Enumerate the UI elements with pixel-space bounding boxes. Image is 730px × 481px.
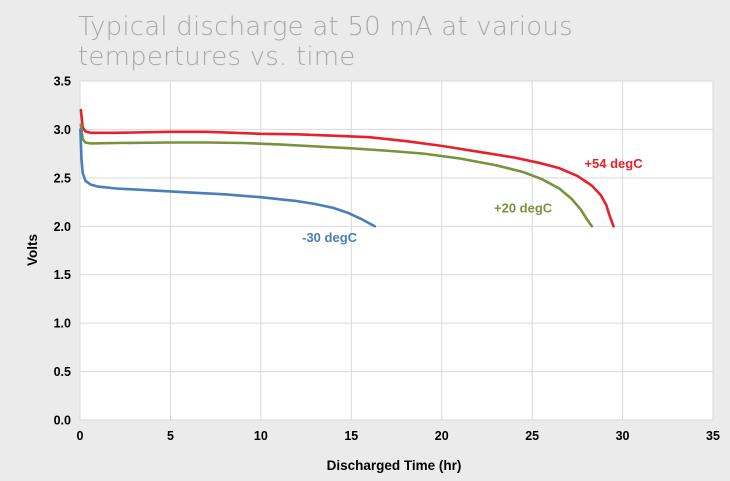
series-line-20-degc — [79, 123, 594, 228]
y-axis-title: Volts — [25, 234, 40, 266]
y-tick-label: 2.0 — [54, 220, 71, 234]
y-tick-labels: 0.0 0.5 1.0 1.5 2.0 2.5 3.0 3.5 — [54, 75, 71, 428]
x-tick-label: 20 — [435, 429, 449, 443]
x-tick-label: 10 — [254, 429, 268, 443]
x-tick-labels: 0 5 10 15 20 25 30 35 — [77, 429, 720, 443]
series-line-54-degc — [79, 108, 615, 228]
y-tick-label: 1.0 — [54, 317, 71, 331]
x-tick-label: 35 — [706, 429, 720, 443]
series-label-54-degc: +54 degC — [584, 156, 643, 171]
y-tick-label: 1.5 — [54, 268, 71, 282]
x-tick-label: 5 — [167, 429, 174, 443]
series-label-30-degc: -30 degC — [302, 230, 358, 245]
series-label-20-degc: +20 degC — [494, 201, 553, 216]
x-tick-label: 30 — [616, 429, 630, 443]
chart-title: Typical discharge at 50 mA at various te… — [78, 12, 573, 72]
y-tick-label: 3.5 — [54, 75, 71, 89]
y-tick-label: 2.5 — [54, 171, 71, 185]
series-line-30-degc — [79, 128, 377, 228]
plot-area — [80, 81, 713, 420]
y-tick-label: 0.5 — [54, 365, 71, 379]
series-labels: +54 degC +20 degC -30 degC — [302, 156, 643, 245]
x-tick-label: 25 — [525, 429, 539, 443]
y-tick-label: 3.0 — [54, 123, 71, 137]
x-axis-title: Discharged Time (hr) — [327, 458, 462, 473]
x-tick-label: 15 — [344, 429, 358, 443]
y-gridlines — [80, 80, 713, 421]
y-tick-label: 0.0 — [54, 414, 71, 428]
series-lines — [79, 108, 615, 228]
x-tick-label: 0 — [77, 429, 84, 443]
